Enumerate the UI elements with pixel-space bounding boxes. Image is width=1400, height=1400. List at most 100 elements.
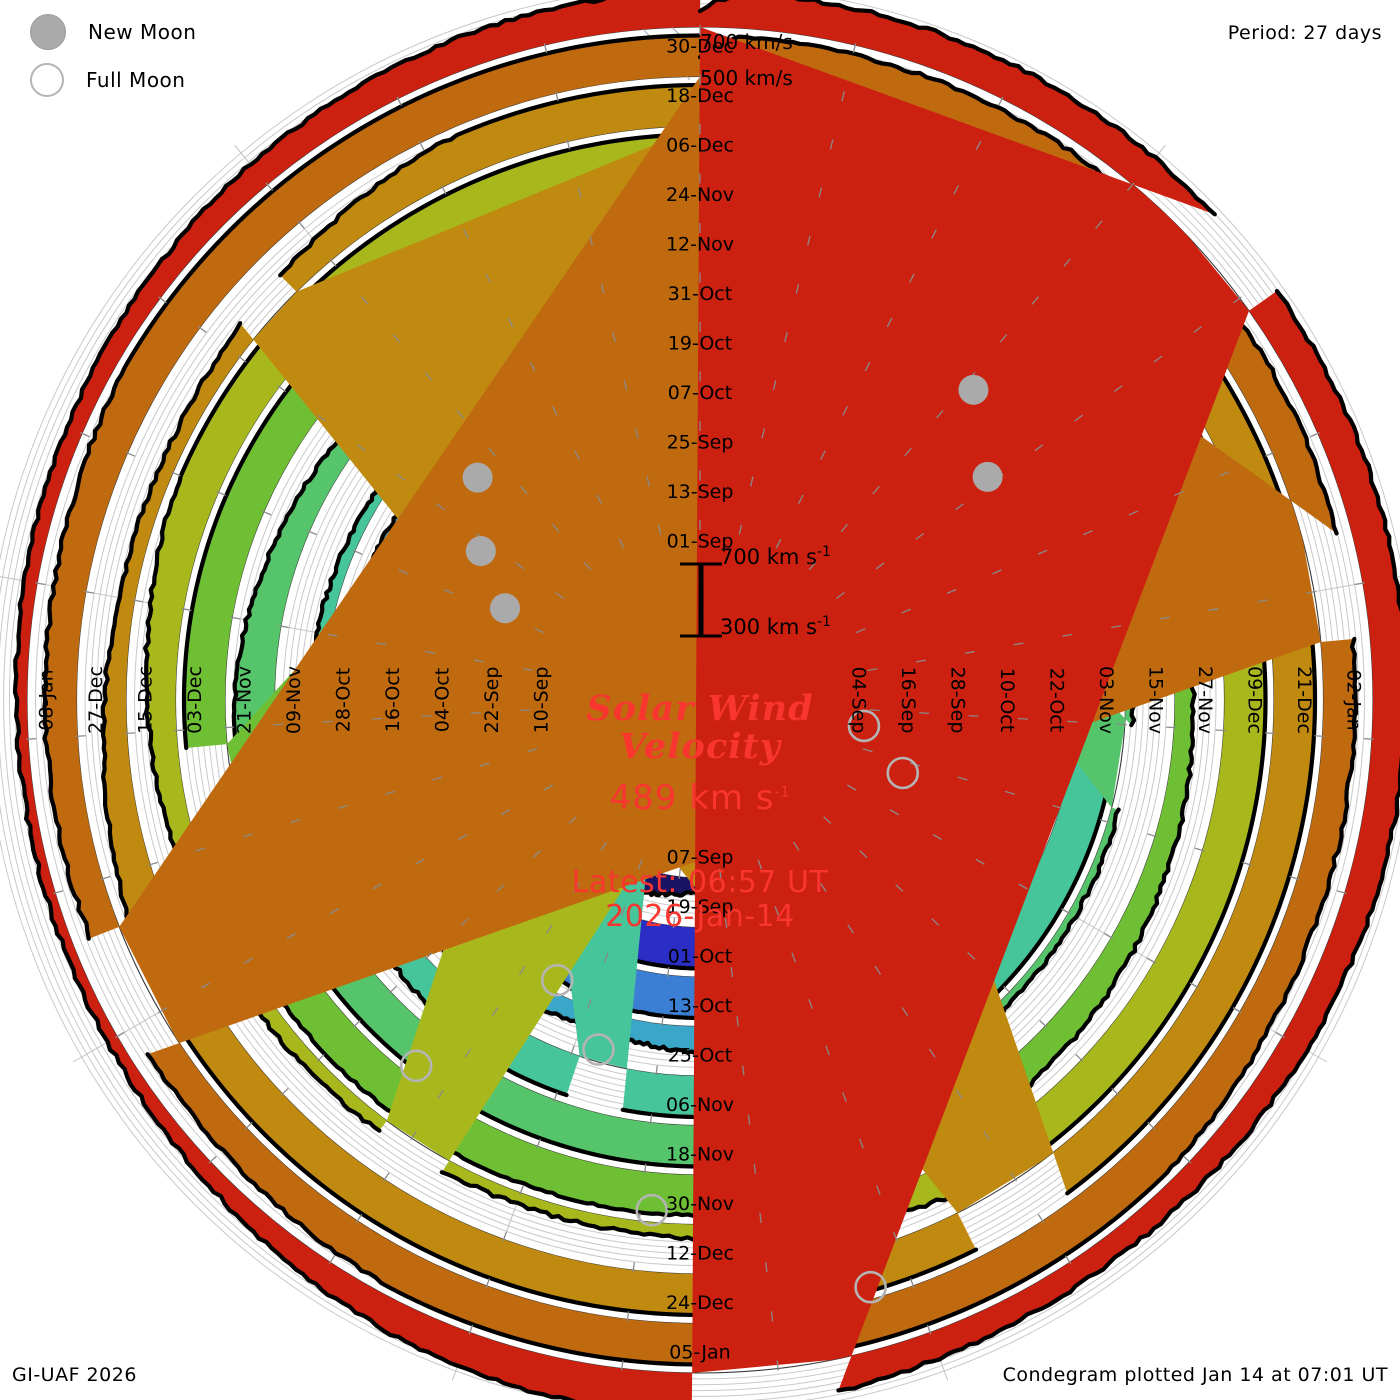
day-tick bbox=[646, 476, 651, 487]
day-tick bbox=[519, 1185, 524, 1195]
day-tick bbox=[1189, 982, 1200, 989]
legend-label-new-moon: New Moon bbox=[88, 20, 197, 44]
day-tick bbox=[770, 1311, 774, 1322]
day-tick bbox=[424, 372, 433, 381]
day-tick bbox=[418, 140, 425, 151]
day-tick bbox=[967, 952, 976, 960]
day-tick bbox=[1111, 625, 1122, 629]
day-tick bbox=[1275, 1031, 1285, 1039]
day-tick bbox=[747, 1114, 751, 1125]
day-tick bbox=[936, 410, 944, 419]
full-moon-marker bbox=[886, 756, 920, 790]
rotation-speed-band bbox=[14, 0, 1400, 1400]
day-tick bbox=[396, 473, 406, 481]
scale-bar-top-exponent: -1 bbox=[817, 544, 831, 560]
day-tick bbox=[322, 720, 333, 723]
day-tick bbox=[626, 1311, 630, 1322]
day-tick bbox=[1031, 296, 1039, 305]
new-moon-marker bbox=[958, 374, 989, 405]
day-tick bbox=[382, 1172, 390, 1182]
day-tick bbox=[181, 607, 192, 611]
day-tick bbox=[825, 1045, 830, 1056]
day-tick bbox=[170, 471, 181, 477]
day-tick bbox=[666, 967, 670, 978]
day-tick bbox=[823, 816, 832, 824]
day-tick bbox=[749, 476, 754, 487]
day-tick bbox=[265, 182, 274, 191]
day-tick bbox=[460, 918, 469, 926]
rotation-date-label: 25-Oct bbox=[668, 1045, 732, 1067]
rotation-speed-trace bbox=[12, 0, 1400, 1400]
day-tick bbox=[577, 187, 582, 198]
day-tick bbox=[1010, 1172, 1018, 1182]
day-tick bbox=[738, 524, 743, 535]
day-tick bbox=[1075, 1053, 1084, 1062]
rotation-date-label: 01-Oct bbox=[668, 946, 732, 968]
radial-tick-label-500: 500 km/s bbox=[700, 66, 793, 90]
day-tick bbox=[555, 91, 559, 102]
day-tick bbox=[488, 447, 496, 457]
day-tick bbox=[443, 588, 454, 595]
day-tick bbox=[620, 906, 626, 916]
day-tick bbox=[847, 924, 854, 934]
day-tick bbox=[791, 952, 797, 963]
day-tick bbox=[568, 816, 577, 824]
rotation-date-label: 02-Jan bbox=[1343, 669, 1365, 730]
rotation-date-label: 30-Nov bbox=[666, 1193, 734, 1215]
day-tick bbox=[792, 841, 800, 851]
day-tick bbox=[946, 588, 957, 595]
day-tick bbox=[1111, 1087, 1120, 1096]
day-tick bbox=[424, 952, 433, 960]
latest-time-label: Latest: 06:57 UT bbox=[571, 865, 829, 900]
day-tick bbox=[600, 283, 605, 294]
rotation-date-label: 15-Nov bbox=[1145, 666, 1167, 734]
day-tick bbox=[485, 273, 491, 283]
day-tick bbox=[772, 380, 777, 391]
day-tick bbox=[765, 1262, 768, 1273]
scale-bar-top-value: 700 km s bbox=[720, 545, 817, 569]
day-tick bbox=[456, 410, 464, 419]
page-title-line2: Velocity bbox=[619, 726, 781, 767]
day-tick bbox=[719, 868, 722, 879]
day-tick bbox=[352, 1020, 361, 1028]
current-velocity-value: 489 km s-1 bbox=[440, 778, 960, 818]
day-tick bbox=[661, 1016, 664, 1027]
day-tick bbox=[290, 819, 301, 824]
day-tick bbox=[230, 616, 241, 620]
day-tick bbox=[1074, 414, 1084, 422]
day-tick bbox=[904, 447, 912, 457]
day-tick bbox=[975, 858, 985, 865]
scale-bar-glyph bbox=[680, 562, 722, 638]
day-tick bbox=[672, 917, 676, 929]
day-tick bbox=[543, 784, 554, 791]
day-tick bbox=[237, 355, 247, 363]
day-tick bbox=[757, 859, 763, 870]
day-tick bbox=[901, 608, 911, 614]
day-tick bbox=[997, 96, 1004, 107]
day-tick bbox=[600, 841, 608, 851]
day-tick bbox=[1099, 819, 1110, 824]
day-tick bbox=[522, 668, 533, 672]
day-tick bbox=[999, 334, 1008, 343]
day-tick bbox=[1067, 720, 1078, 723]
day-tick bbox=[928, 1048, 936, 1058]
full-moon-marker bbox=[540, 963, 574, 997]
day-tick bbox=[915, 532, 925, 540]
day-tick bbox=[1289, 875, 1300, 881]
day-tick bbox=[841, 91, 845, 102]
day-tick bbox=[840, 523, 849, 533]
day-tick bbox=[1013, 642, 1024, 646]
day-tick bbox=[852, 43, 857, 54]
day-tick bbox=[603, 952, 609, 963]
day-tick bbox=[1159, 616, 1170, 620]
spiral-date-labels: 01-Sep 04-Sep 07-Sep 10-Sep 13-Sep 16-Sep 19-S… bbox=[36, 36, 1365, 1364]
day-tick bbox=[174, 729, 185, 732]
day-tick bbox=[286, 932, 296, 940]
radial-tick-label-700: 700 km/s bbox=[700, 30, 793, 54]
day-tick bbox=[1147, 1121, 1156, 1130]
day-tick bbox=[83, 590, 94, 594]
rotation-date-label: 19-Oct bbox=[668, 333, 732, 355]
day-tick bbox=[148, 861, 158, 866]
day-tick bbox=[932, 833, 942, 841]
day-tick bbox=[157, 1007, 168, 1014]
